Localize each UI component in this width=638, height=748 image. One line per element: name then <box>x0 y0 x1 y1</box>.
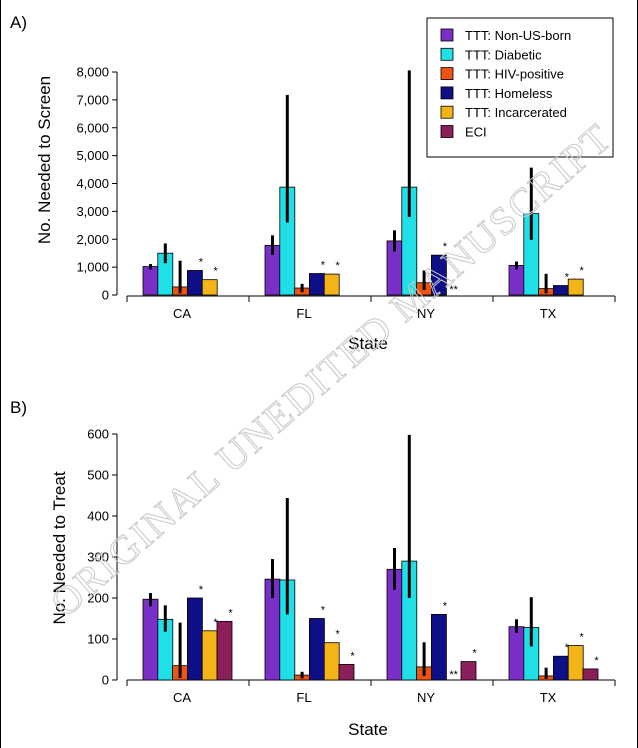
panel-a-bar-ny-ttt-homeless <box>430 254 447 296</box>
panel-b-bar-tx-eci <box>582 668 599 681</box>
watermark: ORIGINAL UNEDITED MANUSCRIPT <box>41 114 621 626</box>
panel-b-ytick-label: 400 <box>87 509 109 524</box>
panel-a-bar-ca-ttt-non-us-born <box>142 266 159 296</box>
legend-label-ttt-non-us-born: TTT: Non-US-born <box>465 28 571 43</box>
panel-a-ytick-label: 8,000 <box>76 65 109 80</box>
panel-b-annotation-ny-ttt-incarcerated: ** <box>449 669 458 681</box>
panel-b-ytick-label: 600 <box>87 427 109 442</box>
panel-b-annotation-ca-eci: * <box>228 607 233 619</box>
panel-a-bar-fl-ttt-incarcerated <box>323 273 340 296</box>
panel-b-bar-ca-ttt-incarcerated <box>201 630 218 681</box>
panel-b-ytick-label: 300 <box>87 550 109 565</box>
panel-a-ytick-label: 1,000 <box>76 260 109 275</box>
panel-b-bar-ca-ttt-homeless <box>186 597 203 681</box>
panel-b-ytick-label: 500 <box>87 468 109 483</box>
panel-a-annotation-ny-ttt-homeless: * <box>443 241 448 253</box>
legend-swatch-ttt-homeless <box>440 86 454 100</box>
panel-a-ytick-label: 7,000 <box>76 92 109 107</box>
panel-b-annotation-fl-ttt-incarcerated: * <box>336 629 341 641</box>
panel-a-ytick-label: 0 <box>102 288 109 303</box>
panel-a-ytick-label: 2,000 <box>76 232 109 247</box>
panel-b-annotation-tx-ttt-homeless: * <box>565 642 570 654</box>
panel-b-annotation-ny-ttt-homeless: * <box>443 600 448 612</box>
panel-b-ylabel: No. Needed to Treat <box>50 471 69 624</box>
legend: TTT: Non-US-born TTT: Diabetic TTT: HIV-po… <box>426 17 614 158</box>
panel-b-annotation-tx-ttt-incarcerated: * <box>580 632 585 644</box>
panel-b-bar-tx-ttt-incarcerated <box>567 645 584 681</box>
panel-b-bar-ca-ttt-non-us-born <box>142 598 159 681</box>
panel-a-xtick-label-fl: FL <box>296 306 311 321</box>
legend-swatch-ttt-hiv-positive <box>440 67 454 80</box>
panel-b-ytick-label: 0 <box>102 673 109 688</box>
legend-label-ttt-hiv-positive: TTT: HIV-positive <box>465 67 564 82</box>
legend-label-ttt-diabetic: TTT: Diabetic <box>465 47 542 62</box>
panel-a-xtick-label-tx: TX <box>540 306 557 321</box>
legend-label-ttt-homeless: TTT: Homeless <box>465 86 553 101</box>
panel-b-bar-ny-eci <box>460 661 477 681</box>
legend-swatch-ttt-incarcerated <box>440 105 454 119</box>
panel-a-bar-fl-ttt-homeless <box>308 273 325 296</box>
panel-b-label: B) <box>10 398 27 417</box>
panel-b-bar-ny-ttt-homeless <box>430 614 447 681</box>
panel-b-bar-fl-eci <box>338 664 355 681</box>
panel-b-bar-fl-ttt-incarcerated <box>323 642 340 681</box>
panel-b-bar-tx-ttt-homeless <box>553 655 569 681</box>
panel-a-annotation-tx-ttt-homeless: * <box>565 272 570 284</box>
panel-a-bar-ca-ttt-incarcerated <box>201 279 218 296</box>
panel-a-annotation-ny-ttt-incarcerated: ** <box>449 284 458 296</box>
panel-b-xlabel: State <box>348 720 388 739</box>
panel-a-annotation-fl-ttt-incarcerated: * <box>336 260 341 272</box>
panel-a-bar-tx-ttt-non-us-born <box>508 265 525 296</box>
panel-b-annotation-fl-eci: * <box>350 650 355 662</box>
panel-b-annotation-fl-ttt-homeless: * <box>321 605 326 617</box>
panel-b-annotation-ca-ttt-incarcerated: * <box>214 617 219 629</box>
panel-b-chart: B) No. Needed to Treat State 0 100 200 300 4… <box>10 398 616 739</box>
panel-a-bar-tx-ttt-incarcerated <box>567 278 584 296</box>
panel-a-annotation-tx-ttt-incarcerated: * <box>580 265 585 277</box>
panel-b-annotation-ca-ttt-homeless: * <box>199 584 204 596</box>
panel-b-bar-ca-eci <box>216 620 233 681</box>
panel-b-bar-tx-ttt-non-us-born <box>508 626 525 681</box>
panel-b-bar-fl-ttt-homeless <box>308 618 325 681</box>
panel-a-ytick-label: 6,000 <box>76 120 109 135</box>
panel-b-xtick-label-tx: TX <box>540 690 557 705</box>
panel-a-ytick-label: 3,000 <box>76 204 109 219</box>
panel-b-ytick-label: 200 <box>87 591 109 606</box>
panel-a-ylabel: No. Needed to Screen <box>35 76 54 244</box>
panel-a-ytick-label: 4,000 <box>76 176 109 191</box>
panel-b-xtick-label-fl: FL <box>296 690 311 705</box>
legend-swatch-ttt-non-us-born <box>440 28 454 42</box>
panel-a-label: A) <box>10 13 27 32</box>
panel-a-annotation-fl-ttt-homeless: * <box>321 260 326 272</box>
panel-b-annotation-ny-eci: * <box>472 648 477 660</box>
panel-b-ytick-label: 100 <box>87 632 109 647</box>
legend-box <box>426 17 614 158</box>
panel-a-annotation-ca-ttt-homeless: * <box>199 256 204 268</box>
legend-swatch-ttt-diabetic <box>440 47 454 61</box>
panel-b-xtick-label-ny: NY <box>417 690 435 705</box>
panel-a-ytick-label: 5,000 <box>76 148 109 163</box>
panel-a-bar-ca-ttt-homeless <box>186 270 203 296</box>
legend-label-ttt-incarcerated: TTT: Incarcerated <box>465 105 567 120</box>
panel-a-xtick-label-ny: NY <box>417 306 435 321</box>
panel-a-xlabel: State <box>348 334 388 353</box>
panel-a-chart: A) No. Needed to Screen State 0 1,000 2,00… <box>10 13 616 353</box>
panel-b-annotation-tx-eci: * <box>594 655 599 667</box>
watermark-text: ORIGINAL UNEDITED MANUSCRIPT <box>42 114 621 625</box>
legend-label-eci: ECI <box>465 125 487 140</box>
panel-a-annotation-ca-ttt-incarcerated: * <box>214 266 219 278</box>
panel-b-xtick-label-ca: CA <box>173 690 191 705</box>
panel-a-xtick-label-ca: CA <box>173 306 191 321</box>
legend-swatch-eci <box>440 125 454 138</box>
panel-a-bar-tx-ttt-homeless <box>553 285 569 296</box>
